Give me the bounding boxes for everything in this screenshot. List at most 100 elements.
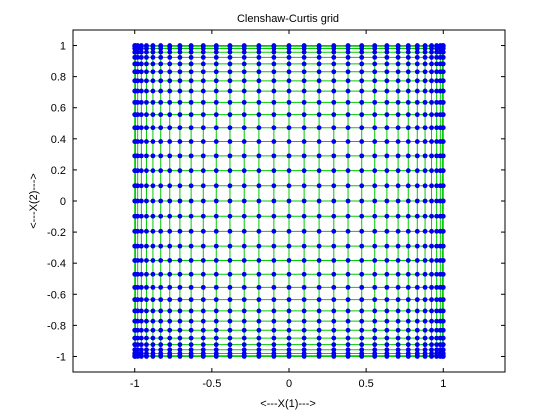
grid-point-12-4 — [227, 342, 233, 348]
grid-point-25-9 — [405, 297, 411, 303]
grid-point-23-8 — [384, 308, 390, 314]
grid-point-27-17 — [422, 183, 428, 189]
grid-point-5-23 — [150, 99, 156, 105]
grid-point-13-12 — [241, 258, 247, 263]
grid-point-3-19 — [138, 153, 144, 159]
grid-point-19-7 — [331, 318, 337, 324]
grid-point-26-24 — [414, 88, 420, 94]
grid-point-28-16 — [429, 198, 434, 204]
grid-point-6-6 — [158, 327, 164, 333]
grid-point-9-12 — [188, 258, 194, 263]
grid-point-24-29 — [395, 49, 401, 55]
grid-point-16-3 — [286, 347, 292, 353]
grid-point-20-2 — [345, 351, 351, 356]
grid-point-26-9 — [414, 297, 420, 303]
grid-point-3-21 — [138, 125, 144, 131]
grid-point-21-5 — [359, 335, 365, 341]
grid-point-14-24 — [256, 88, 262, 94]
grid-point-15-4 — [271, 342, 277, 348]
grid-point-11-3 — [213, 347, 219, 353]
grid-point-13-24 — [241, 88, 247, 94]
grid-point-29-26 — [434, 69, 440, 75]
grid-point-13-13 — [241, 243, 247, 249]
x-axis-label: <---X(1)---> — [260, 398, 316, 410]
grid-point-17-24 — [301, 88, 307, 94]
grid-point-13-17 — [241, 183, 247, 189]
grid-point-13-21 — [241, 125, 247, 131]
grid-point-5-24 — [150, 88, 156, 94]
grid-point-5-15 — [150, 213, 156, 219]
grid-point-29-3 — [434, 347, 440, 353]
grid-point-9-2 — [188, 351, 194, 356]
grid-point-26-16 — [414, 198, 420, 204]
grid-point-26-4 — [414, 342, 420, 348]
grid-point-2-7 — [135, 318, 141, 324]
grid-point-15-25 — [271, 78, 277, 84]
grid-point-19-3 — [331, 347, 337, 353]
grid-point-14-28 — [256, 54, 262, 60]
grid-point-24-25 — [395, 78, 401, 84]
grid-point-4-6 — [144, 327, 149, 333]
grid-point-19-10 — [331, 284, 337, 290]
grid-point-18-8 — [316, 308, 322, 314]
grid-point-6-19 — [158, 153, 164, 159]
grid-point-23-19 — [384, 153, 390, 159]
grid-point-19-16 — [331, 198, 337, 204]
grid-point-28-13 — [429, 243, 434, 249]
grid-point-7-24 — [167, 88, 173, 94]
grid-point-15-12 — [271, 258, 277, 263]
grid-point-12-13 — [227, 243, 233, 249]
grid-point-12-6 — [227, 327, 233, 333]
grid-point-25-4 — [405, 342, 411, 348]
grid-point-7-6 — [167, 327, 173, 333]
grid-point-23-27 — [384, 61, 390, 67]
grid-point-17-14 — [301, 228, 307, 234]
grid-point-19-19 — [331, 153, 337, 159]
grid-point-28-7 — [429, 318, 434, 324]
grid-point-4-32 — [144, 43, 149, 48]
grid-point-9-27 — [188, 61, 194, 67]
grid-point-4-12 — [144, 258, 149, 263]
grid-point-9-24 — [188, 88, 194, 94]
grid-point-2-9 — [135, 297, 141, 303]
grid-point-2-13 — [135, 243, 141, 249]
grid-point-5-3 — [150, 347, 156, 353]
grid-point-25-22 — [405, 112, 411, 118]
grid-point-6-9 — [158, 297, 164, 303]
grid-point-18-14 — [316, 228, 322, 234]
grid-point-4-24 — [144, 88, 149, 94]
grid-point-15-28 — [271, 54, 277, 60]
grid-point-8-24 — [177, 88, 183, 94]
grid-point-27-19 — [422, 153, 428, 159]
grid-point-8-22 — [177, 112, 183, 118]
grid-point-5-22 — [150, 112, 156, 118]
grid-point-14-27 — [256, 61, 262, 67]
grid-point-29-24 — [434, 88, 440, 94]
grid-point-6-26 — [158, 69, 164, 75]
grid-point-15-29 — [271, 49, 277, 55]
grid-point-4-19 — [144, 153, 149, 159]
grid-point-7-18 — [167, 168, 173, 174]
grid-point-20-15 — [345, 213, 351, 219]
grid-point-9-25 — [188, 78, 194, 84]
grid-point-29-13 — [434, 243, 440, 249]
y-tick-label: -0.6 — [47, 289, 66, 301]
grid-point-8-25 — [177, 78, 183, 84]
grid-point-10-24 — [200, 88, 206, 94]
grid-point-12-22 — [227, 112, 233, 118]
grid-point-26-3 — [414, 347, 420, 353]
grid-point-7-3 — [167, 347, 173, 353]
grid-point-25-16 — [405, 198, 411, 204]
grid-point-12-27 — [227, 61, 233, 67]
grid-point-27-25 — [422, 78, 428, 84]
grid-point-2-8 — [135, 308, 141, 314]
grid-point-12-24 — [227, 88, 233, 94]
grid-point-19-26 — [331, 69, 337, 75]
grid-point-10-22 — [200, 112, 206, 118]
grid-point-22-19 — [372, 153, 378, 159]
grid-point-2-4 — [135, 342, 141, 348]
grid-point-26-18 — [414, 168, 420, 174]
grid-point-32-10 — [440, 284, 446, 290]
grid-point-17-32 — [301, 43, 307, 48]
grid-point-20-27 — [345, 61, 351, 67]
